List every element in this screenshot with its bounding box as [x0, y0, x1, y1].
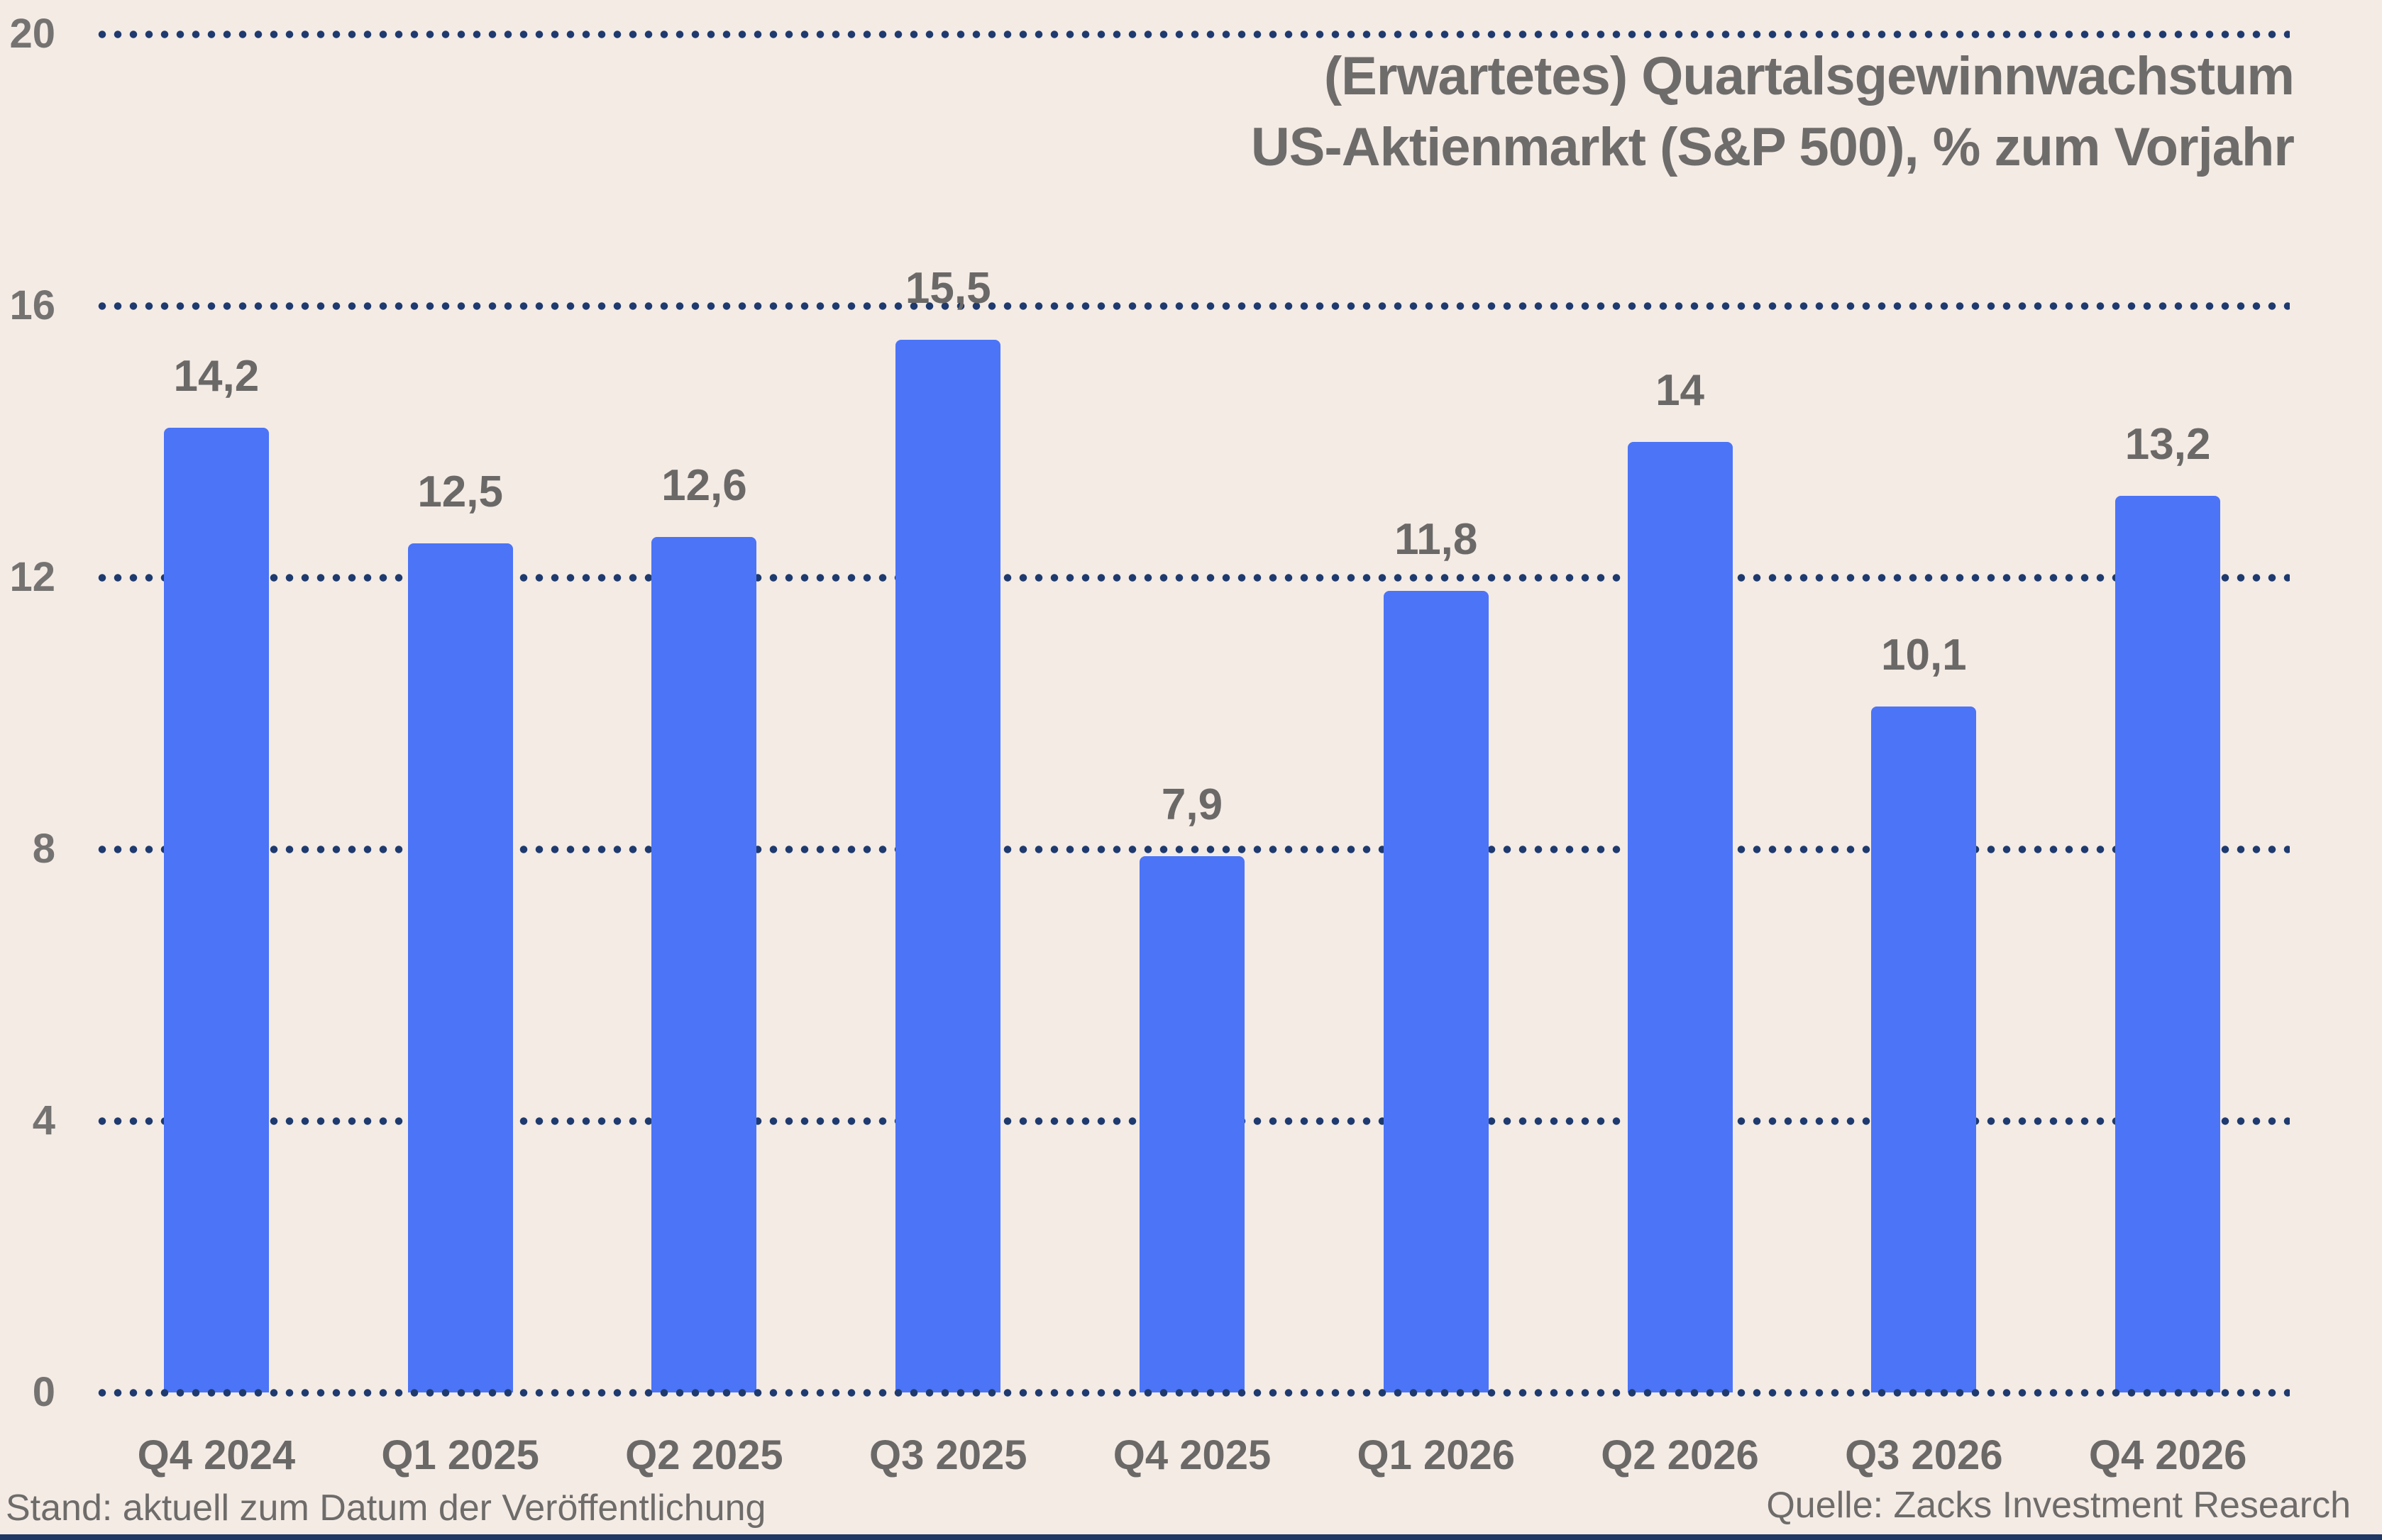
- bar-value-label: 7,9: [1161, 780, 1223, 829]
- x-axis-label: Q4 2025: [1113, 1432, 1272, 1478]
- bar-q4-2026: [2115, 496, 2221, 1392]
- gridline-8: [94, 845, 2290, 853]
- x-axis-label: Q2 2025: [625, 1432, 783, 1478]
- gridline-16: [94, 301, 2290, 310]
- bar-q2-2026: [1627, 441, 1733, 1392]
- y-tick-label-20: 20: [9, 11, 55, 57]
- bar-value-label: 14: [1655, 365, 1705, 415]
- bar-q2-2025: [651, 536, 757, 1392]
- y-tick-label-16: 16: [9, 282, 55, 328]
- bar-q1-2025: [407, 543, 513, 1392]
- x-axis-label: Q1 2026: [1357, 1432, 1516, 1478]
- bar-value-label: 13,2: [2124, 420, 2211, 470]
- bar-value-label: 11,8: [1394, 515, 1478, 565]
- bar-q3-2025: [895, 339, 1001, 1392]
- bar-q4-2025: [1140, 855, 1245, 1392]
- x-axis-label: Q1 2025: [381, 1432, 539, 1478]
- y-tick-label-4: 4: [32, 1097, 55, 1143]
- y-tick-label-8: 8: [32, 826, 55, 872]
- bar-value-label: 10,1: [1880, 630, 1967, 680]
- bar-q3-2026: [1871, 706, 1977, 1392]
- bar-value-label: 12,5: [417, 467, 503, 517]
- x-axis-label: Q3 2026: [1845, 1432, 2003, 1478]
- chart-title-line2: US-Aktienmarkt (S&P 500), % zum Vorjahr: [1250, 117, 2295, 177]
- gridline-12: [94, 573, 2290, 582]
- bar-q1-2026: [1383, 591, 1489, 1392]
- chart-title: (Erwartetes) Quartalsgewinnwachstum US-A…: [1250, 41, 2295, 183]
- bar-value-label: 14,2: [173, 352, 260, 401]
- x-axis-label: Q4 2026: [2088, 1432, 2247, 1478]
- gridline-0: [94, 1388, 2290, 1397]
- y-tick-label-12: 12: [9, 554, 55, 600]
- footer-status-note: Stand: aktuell zum Datum der Veröffentli…: [6, 1488, 766, 1529]
- bar-value-label: 15,5: [905, 263, 991, 313]
- x-axis-label: Q3 2025: [869, 1432, 1027, 1478]
- chart-title-line1: (Erwartetes) Quartalsgewinnwachstum: [1323, 46, 2295, 106]
- plot-area: 14,2 12,5 12,6 15,5 7,9 11,8 14 10,1 13,2: [94, 30, 2290, 1397]
- bar-value-label: 12,6: [661, 460, 747, 510]
- y-tick-label-0: 0: [32, 1369, 55, 1415]
- bar-q4-2024: [163, 428, 269, 1392]
- footer-source-note: Quelle: Zacks Investment Research: [1766, 1485, 2351, 1526]
- gridline-20: [94, 30, 2290, 38]
- x-axis-label: Q4 2024: [137, 1432, 296, 1478]
- bottom-border-line: [0, 1534, 2382, 1540]
- x-axis-label: Q2 2026: [1601, 1432, 1759, 1478]
